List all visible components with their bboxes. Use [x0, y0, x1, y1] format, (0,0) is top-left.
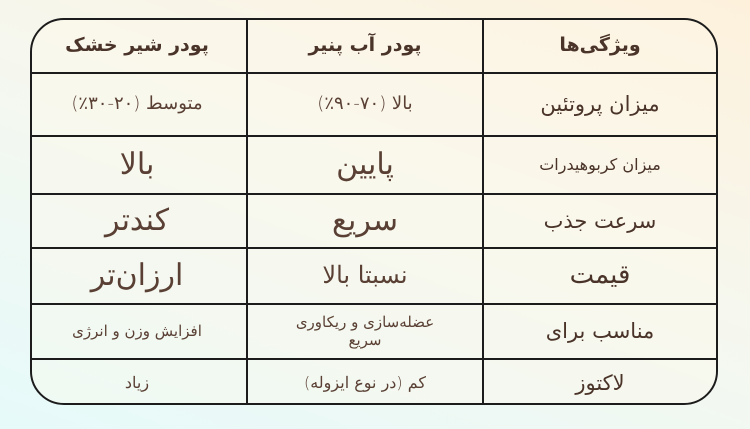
row-suitable-feature: مناسب برای [482, 305, 716, 360]
row-protein-milk: متوسط (۲۰-۳۰٪) [32, 74, 246, 137]
header-whey-powder: پودر آب پنیر [246, 20, 482, 74]
row-protein-whey: بالا (۷۰-۹۰٪) [246, 74, 482, 137]
row-lactose-whey: کم (در نوع ایزوله) [246, 360, 482, 403]
header-milk-powder: پودر شیر خشک [32, 20, 246, 74]
row-absorption-whey: سریع [246, 195, 482, 249]
row-price-feature: قیمت [482, 249, 716, 305]
row-protein-feature: میزان پروتئین [482, 74, 716, 137]
row-suitable-whey: عضله‌سازی و ریکاوری سریع [246, 305, 482, 360]
row-absorption-milk: کندتر [32, 195, 246, 249]
row-price-whey: نسبتا بالا [246, 249, 482, 305]
row-lactose-feature: لاکتوز [482, 360, 716, 403]
row-carbs-whey: پایین [246, 137, 482, 195]
row-absorption-feature: سرعت جذب [482, 195, 716, 249]
row-carbs-milk: بالا [32, 137, 246, 195]
comparison-table: ویژگی‌ها پودر آب پنیر پودر شیر خشک میزان… [30, 18, 718, 405]
row-suitable-milk: افزایش وزن و انرژی [32, 305, 246, 360]
row-carbs-feature: میزان کربوهیدرات [482, 137, 716, 195]
row-price-milk: ارزان‌تر [32, 249, 246, 305]
row-lactose-milk: زیاد [32, 360, 246, 403]
header-features: ویژگی‌ها [482, 20, 716, 74]
